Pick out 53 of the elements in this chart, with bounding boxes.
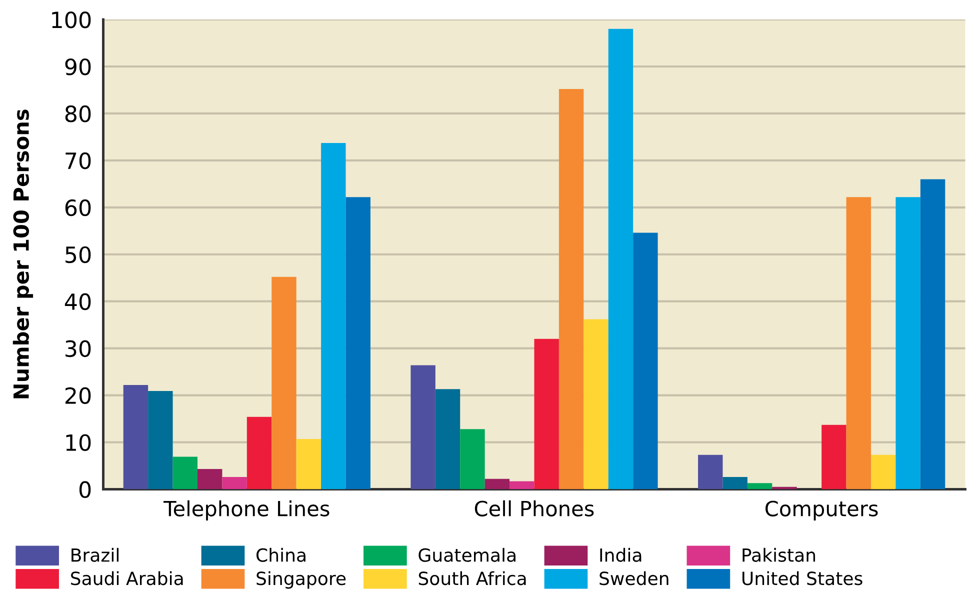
bar (435, 389, 460, 490)
bar (608, 28, 634, 490)
y-tick-label: 60 (65, 199, 91, 216)
y-tick-label: 80 (65, 105, 91, 122)
bar (321, 143, 346, 490)
y-tick-label: 50 (66, 246, 91, 264)
y-tick-label: 40 (64, 293, 91, 310)
bar (698, 454, 723, 490)
legend-label: India (600, 548, 642, 562)
bar (410, 365, 436, 490)
legend-label: Singapore (256, 571, 346, 589)
bar (222, 477, 247, 490)
bar (584, 319, 608, 490)
legend-label: Saudi Arabia (71, 571, 183, 586)
bar (272, 276, 296, 490)
bar (896, 197, 920, 490)
bar (920, 179, 946, 490)
y-tick-label: 90 (65, 58, 91, 76)
bar (633, 232, 658, 490)
y-tick-label: 30 (66, 340, 91, 358)
x-tick-label: Computers (766, 500, 878, 520)
bar (722, 477, 748, 490)
x-tick-label: Telephone Lines (164, 500, 330, 520)
y-tick-label: 10 (66, 434, 91, 452)
bar (460, 429, 485, 490)
legend-label: United States (742, 571, 862, 586)
legend-label: Pakistan (742, 548, 816, 562)
bar (123, 384, 148, 490)
y-tick-label: 20 (65, 387, 91, 404)
legend-label: China (256, 548, 306, 562)
bar (558, 89, 584, 490)
bar (296, 438, 322, 490)
bar (846, 197, 871, 490)
bar (148, 391, 173, 490)
legend-label: Guatemala (418, 548, 516, 562)
bar (870, 454, 896, 490)
legend-label: South Africa (418, 571, 526, 586)
bar (534, 338, 559, 490)
x-tick-label: Cell Phones (474, 500, 594, 516)
bar (346, 197, 370, 490)
bar (197, 469, 222, 490)
y-axis-title: Number per 100 Persons (12, 110, 34, 398)
y-tick-label: 70 (66, 152, 91, 170)
bar (172, 456, 198, 490)
legend-label: Sweden (600, 571, 668, 586)
y-tick-label: 100 (52, 11, 91, 28)
legend-label: Brazil (72, 548, 119, 562)
bar (747, 483, 772, 490)
bar (246, 416, 272, 490)
bar (822, 424, 846, 490)
bar (484, 478, 510, 490)
y-tick-label: 0 (79, 481, 91, 498)
bar (510, 481, 534, 490)
